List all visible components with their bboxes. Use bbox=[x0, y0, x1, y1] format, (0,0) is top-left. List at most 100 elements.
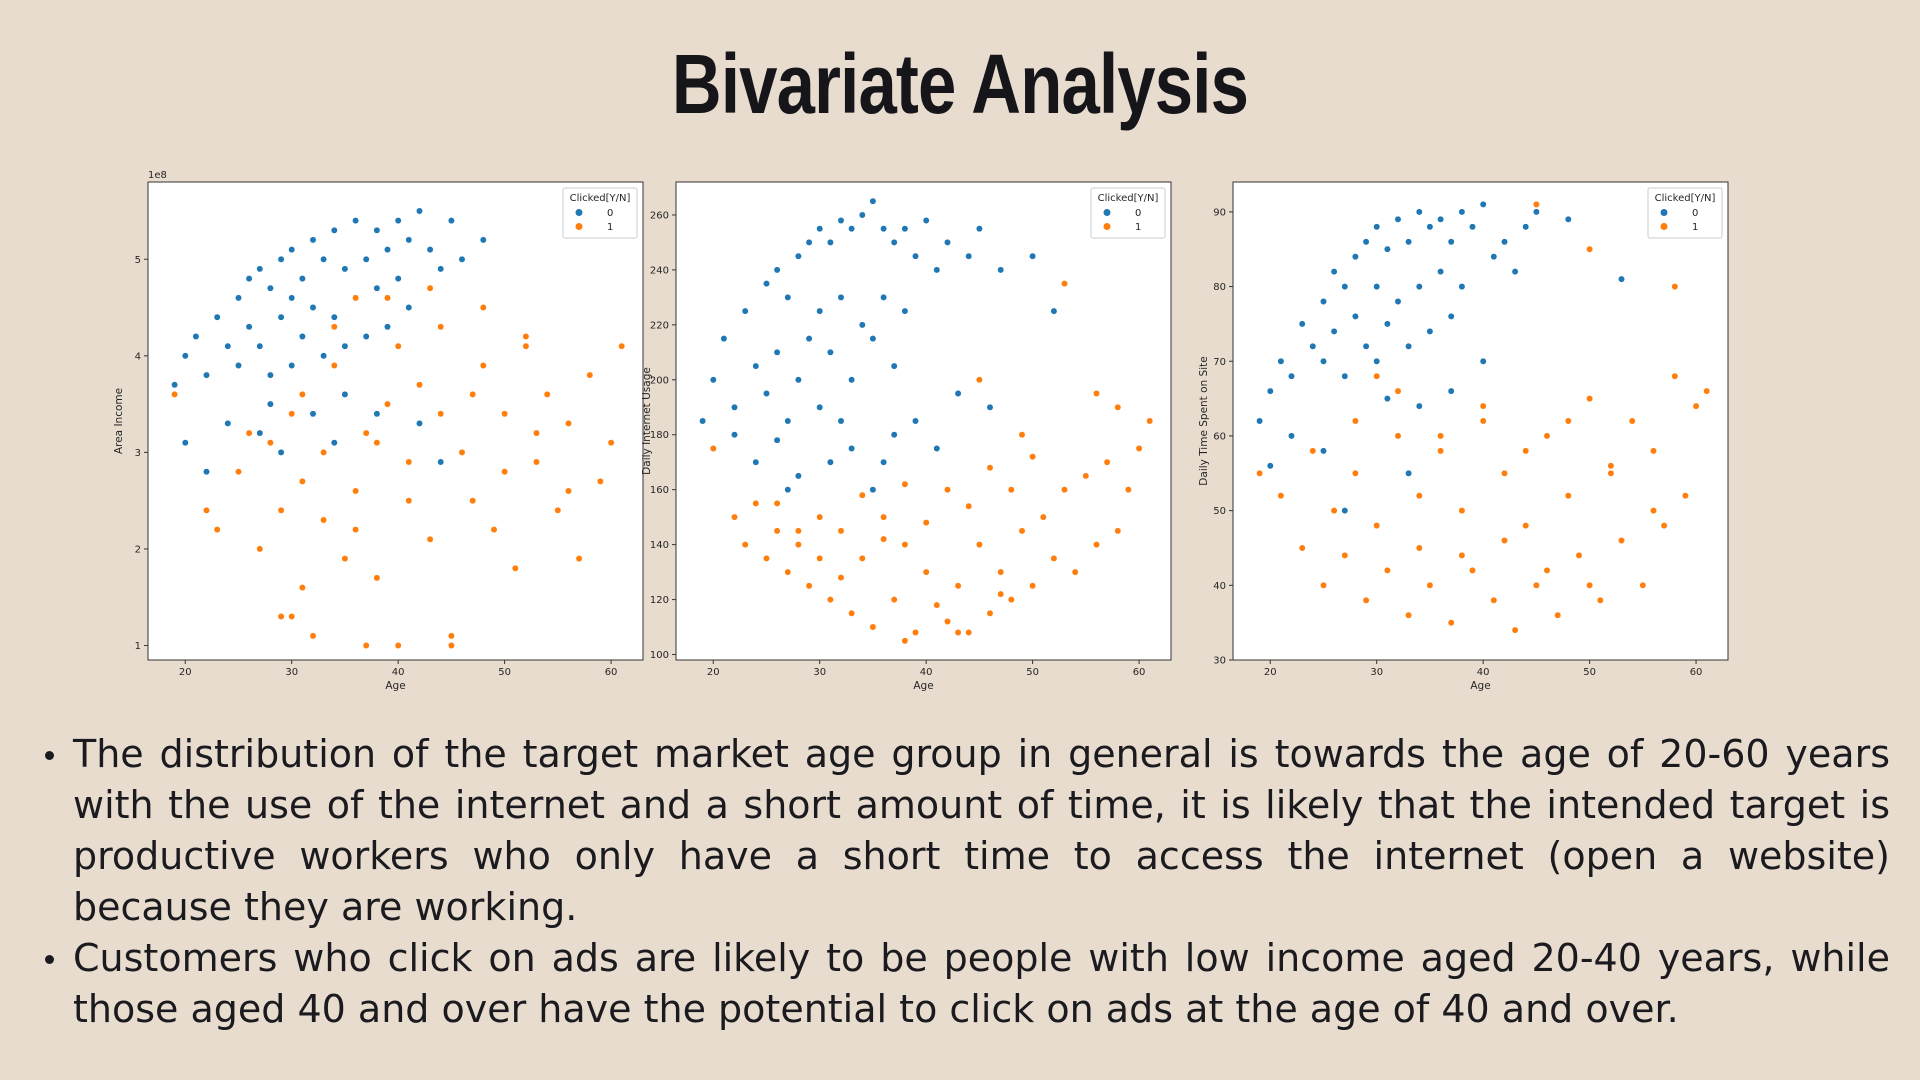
data-point bbox=[880, 513, 888, 521]
data-point bbox=[880, 535, 888, 543]
data-point bbox=[288, 246, 296, 254]
data-point bbox=[235, 362, 242, 369]
page-title: Bivariate Analysis bbox=[671, 37, 1249, 131]
data-point bbox=[224, 419, 232, 427]
data-point bbox=[997, 590, 1005, 598]
data-point bbox=[848, 376, 856, 384]
data-point bbox=[826, 238, 834, 246]
legend-marker bbox=[1660, 209, 1668, 216]
data-point bbox=[1479, 402, 1487, 410]
data-point bbox=[1426, 581, 1434, 589]
data-point bbox=[869, 486, 877, 494]
data-point bbox=[373, 574, 381, 582]
data-point bbox=[1458, 551, 1466, 559]
data-point bbox=[607, 439, 615, 447]
data-point bbox=[858, 491, 866, 499]
data-point bbox=[1543, 432, 1551, 440]
data-point bbox=[869, 623, 877, 631]
data-point bbox=[1607, 469, 1615, 477]
data-point bbox=[1288, 432, 1295, 440]
data-point bbox=[1490, 596, 1498, 604]
data-point bbox=[912, 417, 919, 425]
data-point bbox=[469, 390, 477, 398]
data-point bbox=[975, 541, 983, 549]
data-point bbox=[1692, 402, 1700, 410]
data-point bbox=[1511, 268, 1519, 276]
data-point bbox=[773, 527, 781, 535]
x-tick-label: 60 bbox=[1690, 667, 1703, 678]
data-point bbox=[901, 307, 909, 315]
data-point bbox=[1394, 298, 1402, 305]
data-point bbox=[752, 458, 760, 466]
data-point bbox=[1415, 492, 1423, 500]
data-point bbox=[213, 526, 221, 534]
data-point bbox=[837, 574, 845, 582]
data-point bbox=[277, 313, 285, 321]
data-point bbox=[181, 352, 189, 360]
data-point bbox=[373, 439, 381, 447]
data-point bbox=[1607, 462, 1615, 470]
data-point bbox=[1093, 541, 1100, 549]
data-point bbox=[341, 342, 349, 350]
data-point bbox=[1256, 469, 1264, 477]
data-point bbox=[181, 439, 189, 447]
data-point bbox=[1351, 469, 1359, 477]
data-point bbox=[288, 294, 296, 302]
data-point bbox=[784, 486, 792, 494]
data-point bbox=[437, 265, 445, 273]
data-point bbox=[1277, 357, 1285, 365]
data-point bbox=[1564, 492, 1572, 500]
data-point bbox=[816, 554, 824, 562]
data-point bbox=[944, 238, 951, 246]
data-point bbox=[1341, 551, 1349, 559]
data-point bbox=[1532, 581, 1540, 589]
y-tick-label: 3 bbox=[135, 448, 141, 459]
data-point bbox=[437, 458, 445, 466]
data-point bbox=[224, 342, 232, 350]
data-point bbox=[763, 554, 770, 562]
data-point bbox=[997, 266, 1005, 274]
y-tick-label: 50 bbox=[1213, 506, 1226, 517]
data-point bbox=[320, 352, 328, 360]
y-tick-label: 80 bbox=[1213, 282, 1226, 293]
data-point bbox=[965, 252, 973, 260]
data-point bbox=[1007, 486, 1015, 494]
y-tick-label: 5 bbox=[135, 255, 141, 266]
data-point bbox=[1373, 223, 1381, 231]
data-point bbox=[1007, 596, 1015, 604]
data-point bbox=[944, 618, 951, 625]
data-point bbox=[362, 642, 370, 649]
data-point bbox=[1018, 431, 1026, 439]
data-point bbox=[826, 348, 834, 356]
data-point bbox=[330, 313, 338, 321]
data-point bbox=[826, 596, 834, 604]
legend-entry: 1 bbox=[1135, 222, 1141, 233]
data-point bbox=[1071, 568, 1079, 576]
data-point bbox=[699, 417, 707, 425]
data-point bbox=[1277, 492, 1285, 500]
data-point bbox=[426, 535, 434, 543]
x-tick-label: 30 bbox=[285, 667, 298, 678]
data-point bbox=[933, 445, 941, 452]
data-point bbox=[235, 294, 242, 302]
data-point bbox=[922, 217, 930, 224]
data-point bbox=[447, 217, 455, 225]
series-1 bbox=[171, 284, 626, 649]
y-scale-label: 1e8 bbox=[148, 170, 167, 181]
data-point bbox=[575, 555, 583, 563]
series-1 bbox=[709, 280, 1154, 645]
data-point bbox=[954, 582, 962, 590]
data-point bbox=[533, 429, 540, 437]
data-point bbox=[384, 294, 391, 302]
data-point bbox=[1628, 417, 1636, 425]
legend-entry: 1 bbox=[1692, 222, 1698, 233]
data-point bbox=[298, 390, 306, 398]
legend-marker bbox=[1660, 223, 1668, 230]
data-point bbox=[1458, 507, 1466, 515]
data-point bbox=[373, 284, 381, 292]
data-point bbox=[944, 486, 951, 494]
data-point bbox=[784, 293, 792, 301]
data-point bbox=[1415, 283, 1423, 291]
data-point bbox=[330, 439, 338, 447]
legend-marker bbox=[575, 223, 583, 230]
